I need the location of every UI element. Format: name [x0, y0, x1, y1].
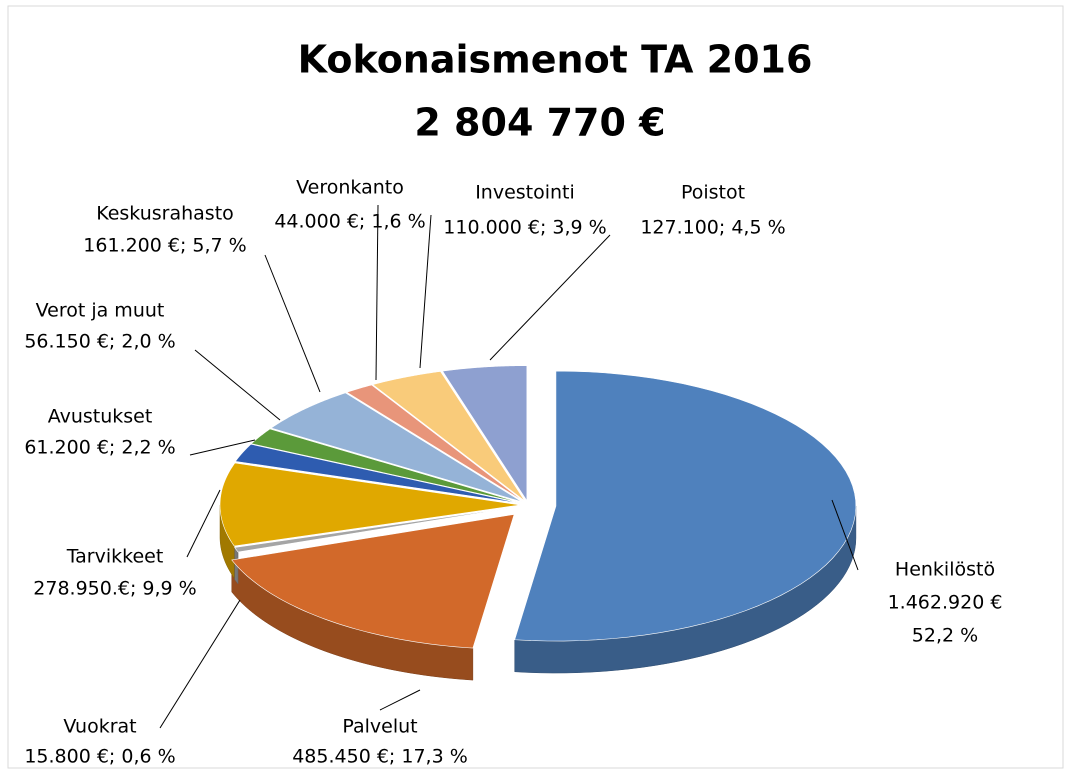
- data-label-name: Tarvikkeet: [66, 546, 164, 568]
- pie-slice: [234, 443, 521, 504]
- data-label-name: Avustukset: [48, 406, 153, 428]
- chart-subtitle: 2 804 770 €: [414, 101, 665, 145]
- data-label-value: 278.950.€; 9,9 %: [33, 578, 196, 600]
- data-label-name: Veronkanto: [296, 177, 404, 199]
- pie-slice: [346, 384, 524, 502]
- leader-line: [159, 599, 241, 729]
- data-label-name: Investointi: [475, 182, 575, 204]
- data-label-name: Henkilöstö: [895, 559, 995, 581]
- pie-slice: [514, 370, 857, 642]
- leader-line: [375, 204, 379, 381]
- leader-line: [831, 499, 859, 571]
- chart-title: Kokonaismenot TA 2016: [298, 38, 813, 82]
- data-label-value: 161.200 €; 5,7 %: [83, 235, 246, 257]
- leader-line: [194, 349, 281, 421]
- leader-line: [189, 439, 256, 456]
- data-label-name: Vuokrat: [63, 716, 136, 738]
- leader-line: [186, 489, 221, 558]
- data-label-name: Poistot: [681, 182, 745, 204]
- leader-line: [264, 254, 321, 393]
- pie-tops: [219, 365, 857, 649]
- data-label-value: 44.000 €; 1,6 %: [274, 211, 425, 233]
- data-label-value: 1.462.920 €: [888, 592, 1003, 614]
- pie-slice: [219, 462, 521, 547]
- data-label-value: 52,2 %: [912, 625, 978, 647]
- pie-slice: [372, 371, 526, 502]
- data-label-value: 110.000 €; 3,9 %: [443, 217, 606, 239]
- data-label-value: 15.800 €; 0,6 %: [24, 746, 175, 768]
- pie-slice: [250, 428, 522, 504]
- data-label-name: Palvelut: [342, 716, 417, 738]
- leader-line: [419, 214, 432, 369]
- data-label-name: Verot ja muut: [36, 300, 165, 322]
- data-label-value: 61.200 €; 2,2 %: [24, 437, 175, 459]
- data-label-value: 485.450 €; 17,3 %: [292, 746, 468, 768]
- leader-line: [489, 234, 611, 361]
- pie-slice: [442, 365, 528, 502]
- pie-slice: [270, 392, 523, 503]
- data-label-name: Keskusrahasto: [96, 203, 234, 225]
- leader-line: [379, 689, 421, 711]
- data-label-value: 127.100; 4,5 %: [640, 217, 785, 239]
- pie-slice: [231, 514, 515, 649]
- data-label-value: 56.150 €; 2,0 %: [24, 331, 175, 353]
- pie-slice: [234, 506, 521, 553]
